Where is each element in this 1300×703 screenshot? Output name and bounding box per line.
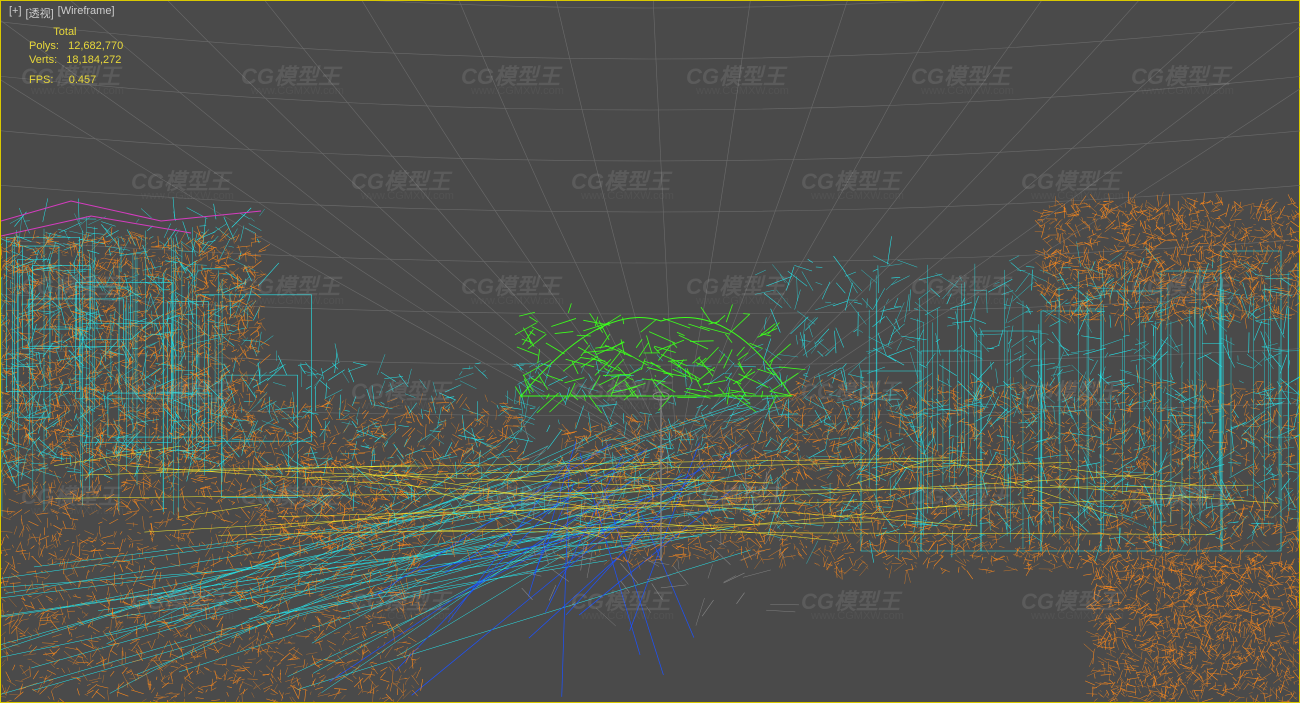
statistics-overlay: Total Polys: 12,682,770 Verts: 18,184,27… [29, 25, 123, 87]
stats-fps: FPS: 0.457 [29, 73, 123, 87]
viewport-shading-menu[interactable]: [Wireframe] [58, 5, 115, 21]
viewport-view-menu[interactable]: [透视] [26, 5, 54, 21]
stats-title: Total [29, 25, 123, 39]
viewport-plus-menu[interactable]: [+] [9, 5, 22, 21]
stats-polys: Polys: 12,682,770 [29, 39, 123, 53]
viewport-label-bar: [+] [透视] [Wireframe] [9, 5, 115, 21]
stats-verts: Verts: 18,184,272 [29, 53, 123, 67]
viewport[interactable]: [+] [透视] [Wireframe] Total Polys: 12,682… [0, 0, 1300, 703]
wireframe-scene [1, 1, 1300, 703]
